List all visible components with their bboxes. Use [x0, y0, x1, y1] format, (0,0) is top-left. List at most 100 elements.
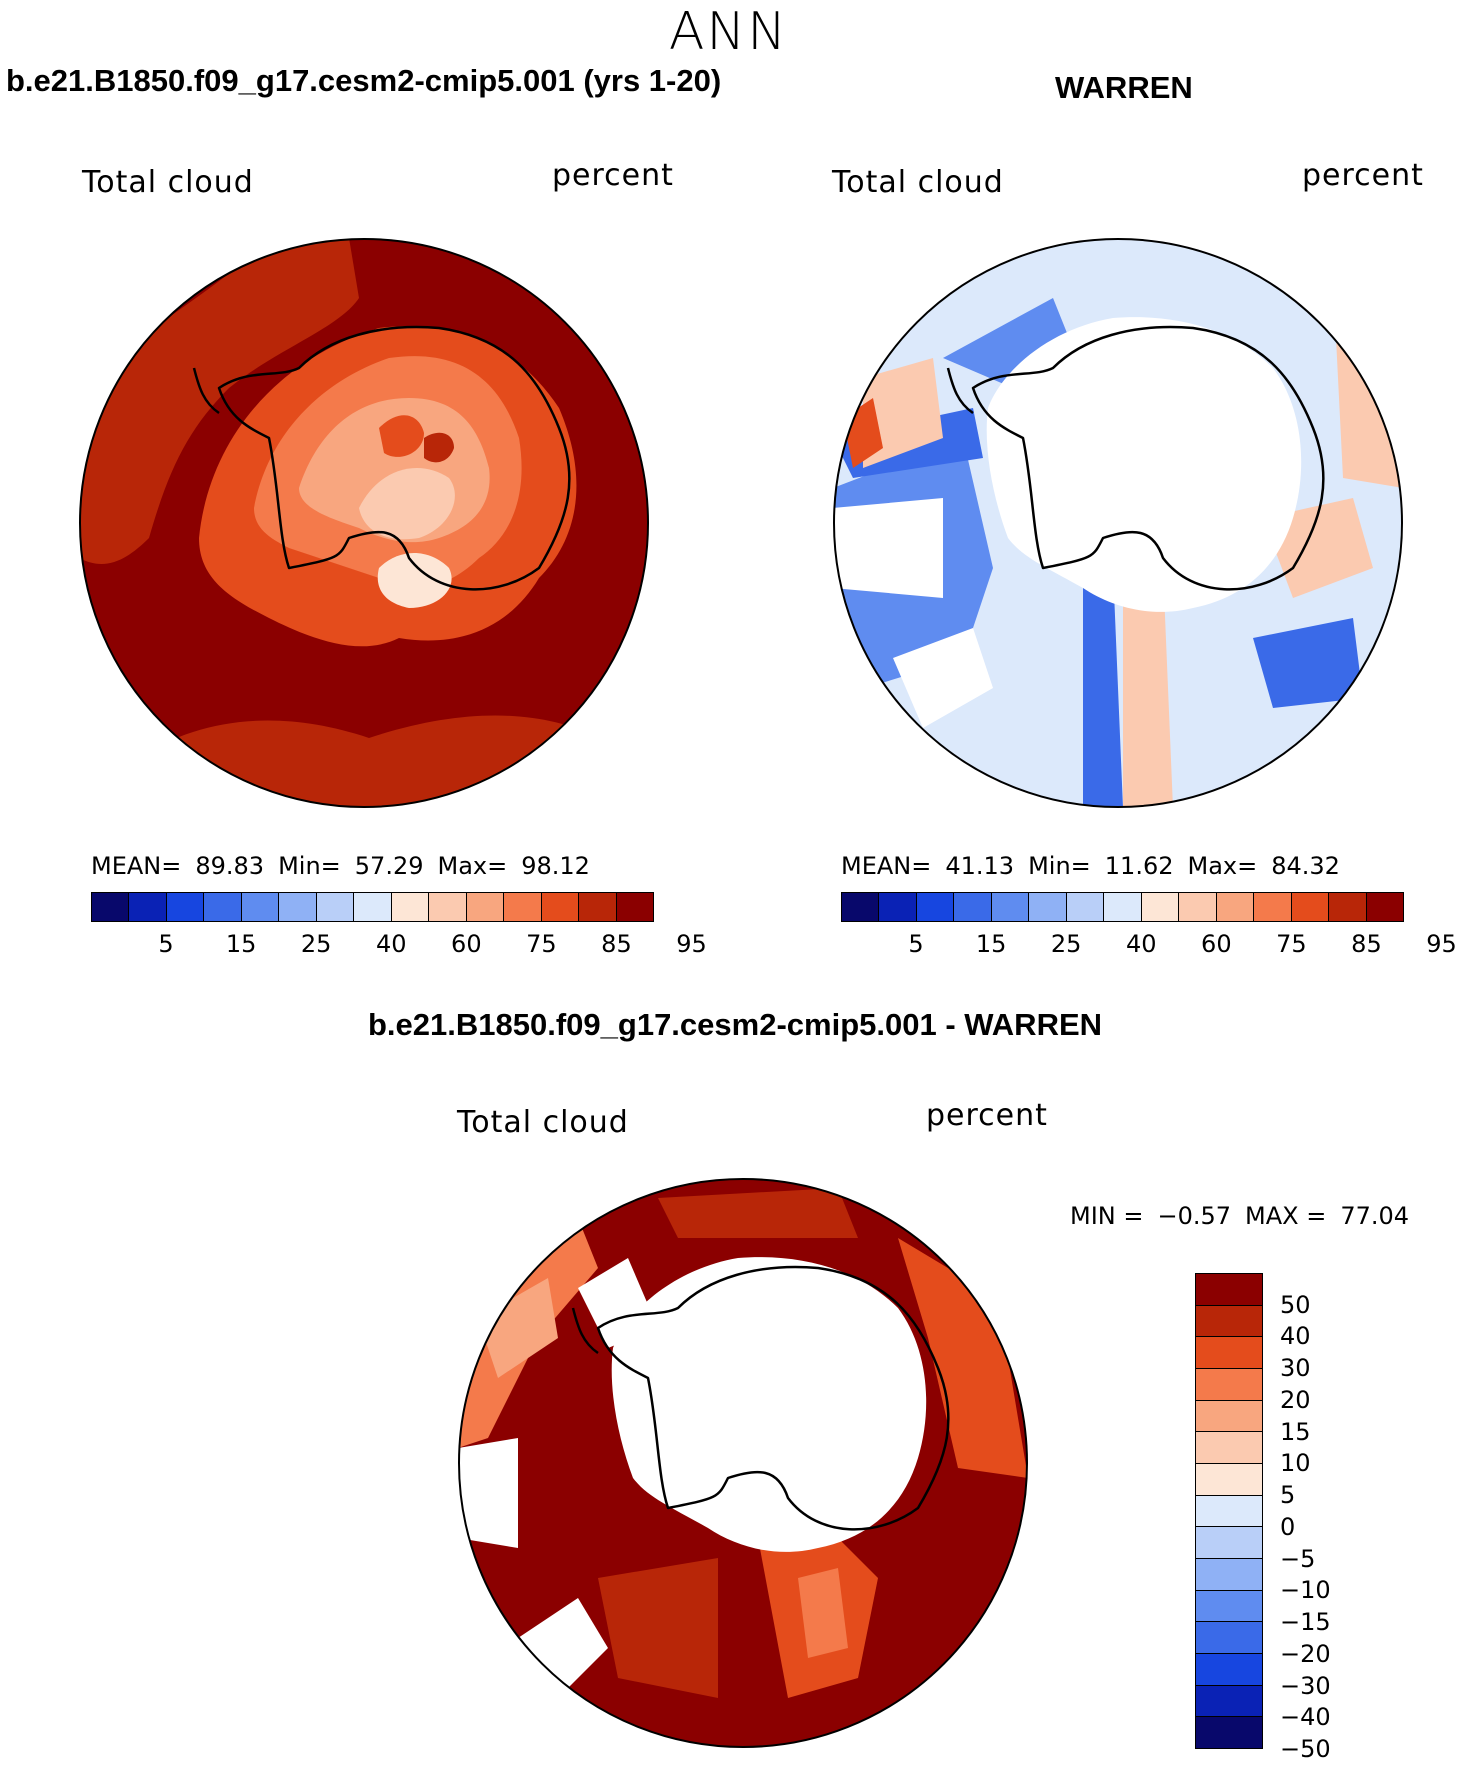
model-colorbar-box: [354, 893, 392, 921]
obs-mean-value: 41.13: [945, 852, 1015, 880]
obs-colorbar-tick-label: 85: [1351, 930, 1382, 958]
obs-colorbar-box: [1029, 893, 1067, 921]
model-polar-map: [79, 238, 649, 808]
model-colorbar-box: [504, 893, 542, 921]
model-colorbar-box: [316, 893, 355, 921]
obs-colorbar-box: [1366, 893, 1404, 921]
diff-colorbar-tick-label: −40: [1280, 1703, 1331, 1732]
obs-colorbar-box: [1141, 893, 1180, 921]
diff-units-label: percent: [926, 1098, 1048, 1133]
diff-field-label: Total cloud: [457, 1105, 629, 1140]
model-max-value: 98.12: [521, 852, 590, 880]
diff-colorbar-tick-label: 5: [1280, 1481, 1296, 1510]
diff-max-label: MAX =: [1245, 1202, 1327, 1230]
model-min-label: Min=: [278, 852, 341, 880]
diff-colorbar-tick-label: 0: [1280, 1512, 1296, 1541]
obs-field-label: Total cloud: [832, 165, 1004, 200]
model-colorbar-tick-label: 40: [375, 930, 407, 958]
model-colorbar-box: [241, 893, 280, 921]
obs-colorbar-box: [1066, 893, 1105, 921]
obs-colorbar-box: [991, 893, 1030, 921]
model-colorbar: [91, 892, 654, 922]
model-colorbar-box: [204, 893, 242, 921]
obs-colorbar-box: [842, 893, 880, 921]
obs-colorbar-tick-label: 15: [975, 930, 1007, 958]
obs-max-value: 84.32: [1271, 852, 1340, 880]
diff-colorbar-box: [1196, 1622, 1262, 1655]
model-colorbar-tick-label: 85: [601, 930, 632, 958]
model-colorbar-box: [166, 893, 205, 921]
diff-colorbar-tick-label: −50: [1280, 1735, 1331, 1763]
obs-colorbar-box: [1179, 893, 1217, 921]
model-colorbar-tick-label: 60: [451, 930, 482, 958]
obs-colorbar-box: [916, 893, 955, 921]
diff-colorbar-box: [1196, 1527, 1262, 1560]
model-colorbar-box: [541, 893, 580, 921]
diff-colorbar-tick-label: 15: [1280, 1417, 1311, 1446]
diff-colorbar-tick-label: 10: [1280, 1449, 1311, 1478]
diff-min-label: MIN =: [1070, 1202, 1144, 1230]
diff-colorbar-box: [1196, 1432, 1262, 1465]
obs-stats: MEAN= 41.13 Min= 11.62 Max= 84.32: [841, 852, 1354, 880]
diff-colorbar-tick-label: 20: [1280, 1385, 1311, 1414]
model-stats: MEAN= 89.83 Min= 57.29 Max= 98.12: [91, 852, 604, 880]
model-colorbar-box: [429, 893, 467, 921]
diff-stats: MIN = −0.57 MAX = 77.04: [1070, 1202, 1423, 1230]
diff-colorbar-box: [1196, 1337, 1262, 1370]
diff-min-value: −0.57: [1157, 1202, 1232, 1230]
diff-max-value: 77.04: [1340, 1202, 1410, 1230]
model-colorbar-box: [579, 893, 617, 921]
diff-colorbar-box: [1196, 1400, 1262, 1433]
model-colorbar-box: [466, 893, 505, 921]
diff-colorbar-tick-label: −10: [1280, 1576, 1331, 1605]
model-units-label: percent: [552, 158, 674, 193]
diff-colorbar-tick-label: −30: [1280, 1671, 1331, 1700]
diff-colorbar: [1195, 1273, 1263, 1749]
obs-colorbar-tick-label: 95: [1426, 930, 1457, 958]
diff-colorbar-tick-label: 40: [1280, 1322, 1311, 1351]
model-colorbar-box: [391, 893, 430, 921]
diff-colorbar-box: [1196, 1559, 1262, 1591]
diff-panel-title: b.e21.B1850.f09_g17.cesm2-cmip5.001 - WA…: [368, 1007, 1103, 1042]
obs-mean-label: MEAN=: [841, 852, 932, 880]
model-field-label: Total cloud: [82, 165, 254, 200]
diff-colorbar-box: [1196, 1369, 1262, 1401]
model-colorbar-tick-label: 75: [526, 930, 557, 958]
diff-colorbar-tick-label: −20: [1280, 1639, 1331, 1668]
diff-colorbar-box: [1196, 1685, 1262, 1718]
model-colorbar-tick-label: 15: [225, 930, 257, 958]
diff-colorbar-box: [1196, 1717, 1262, 1749]
obs-colorbar: [841, 892, 1404, 922]
diff-colorbar-box: [1196, 1590, 1262, 1623]
obs-colorbar-box: [879, 893, 917, 921]
model-colorbar-box: [279, 893, 317, 921]
diff-polar-map: [458, 1178, 1028, 1748]
model-colorbar-box: [129, 893, 167, 921]
obs-min-label: Min=: [1028, 852, 1091, 880]
obs-colorbar-box: [1104, 893, 1142, 921]
obs-colorbar-tick-label: 75: [1276, 930, 1307, 958]
obs-colorbar-box: [1216, 893, 1255, 921]
obs-max-label: Max=: [1187, 852, 1258, 880]
model-max-label: Max=: [437, 852, 508, 880]
obs-colorbar-box: [1291, 893, 1330, 921]
diff-colorbar-box: [1196, 1305, 1262, 1338]
diff-colorbar-box: [1196, 1464, 1262, 1496]
model-colorbar-box: [92, 893, 130, 921]
diff-colorbar-box: [1196, 1654, 1262, 1686]
obs-colorbar-tick-label: 5: [908, 930, 924, 958]
model-mean-label: MEAN=: [91, 852, 182, 880]
model-mean-value: 89.83: [195, 852, 265, 880]
diff-colorbar-tick-label: −15: [1280, 1608, 1331, 1637]
model-panel-title: b.e21.B1850.f09_g17.cesm2-cmip5.001 (yrs…: [6, 63, 722, 98]
model-colorbar-tick-label: 95: [676, 930, 707, 958]
diff-colorbar-tick-label: −5: [1280, 1544, 1316, 1573]
obs-colorbar-tick-label: 25: [1050, 930, 1082, 958]
obs-polar-map: [833, 238, 1403, 808]
obs-colorbar-box: [954, 893, 992, 921]
diff-colorbar-box: [1196, 1495, 1262, 1528]
obs-units-label: percent: [1302, 158, 1424, 193]
obs-colorbar-box: [1254, 893, 1292, 921]
obs-colorbar-tick-label: 60: [1201, 930, 1232, 958]
obs-colorbar-box: [1329, 893, 1367, 921]
